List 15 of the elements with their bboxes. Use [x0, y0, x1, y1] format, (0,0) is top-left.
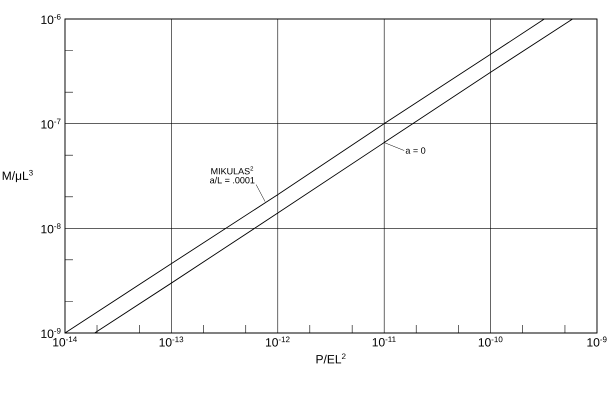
x-tick-label: 10$^{-9}$: [587, 336, 607, 347]
x-tick-label: 10$^{-13}$: [160, 336, 184, 347]
annotation: a/L = .0001: [210, 176, 254, 184]
x-axis-title: P/EL$^{2}$: [316, 353, 346, 364]
annotation: MIKULAS$^{2}$: [211, 166, 254, 174]
y-tick-label: 10$^{-7}$: [41, 118, 61, 129]
y-tick-label: 10$^{-8}$: [41, 223, 61, 234]
x-tick-label: 10$^{-14}$: [53, 336, 77, 346]
annotation: a = 0: [406, 147, 426, 154]
x-tick-label: 10$^{-10}$: [478, 336, 502, 347]
y-axis-title: M/μL$^{3}$: [2, 170, 33, 182]
y-tick-label: 10$^{-6}$: [41, 14, 61, 24]
y-tick-label: 10$^{-9}$: [41, 328, 61, 338]
x-tick-label: 10$^{-11}$: [372, 336, 396, 346]
x-tick-label: 10$^{-12}$: [266, 336, 290, 347]
